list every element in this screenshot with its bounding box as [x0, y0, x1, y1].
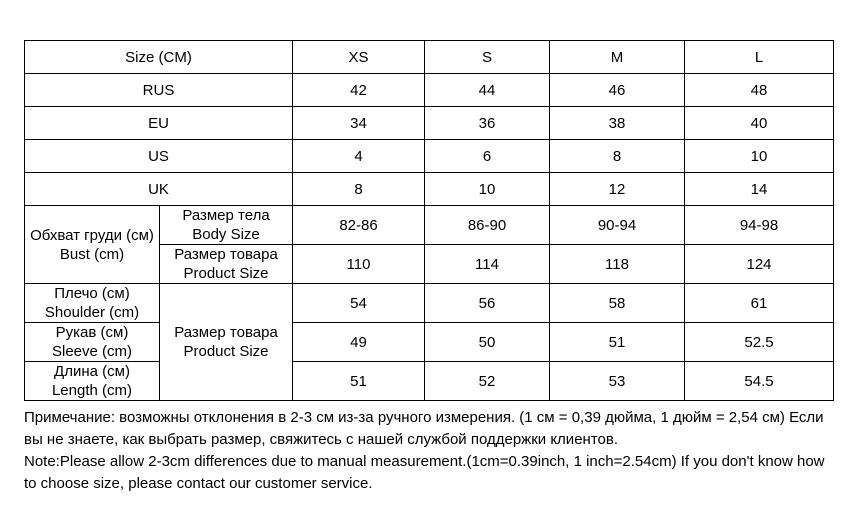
- row-label-length: Длина (см) Length (cm): [24, 361, 160, 401]
- value-cell: 6: [424, 139, 551, 173]
- table-row: EU 34 36 38 40: [23, 106, 835, 140]
- value-cell: 114: [424, 244, 551, 284]
- value-cell: 51: [549, 322, 686, 362]
- value-cell: 8: [292, 172, 426, 206]
- value-cell: 82-86: [292, 205, 426, 245]
- row-label-shoulder: Плечо (см) Shoulder (cm): [24, 283, 160, 323]
- row-label-size: Size (CM): [23, 40, 294, 74]
- size-col-header-m: M: [549, 40, 686, 74]
- table-row: Длина (см) Length (cm) 51 52 53 54.5: [24, 361, 835, 401]
- sub-label-body-size: Размер тела Body Size: [158, 205, 294, 245]
- value-cell: 14: [684, 172, 835, 206]
- value-cell: 94-98: [684, 205, 835, 245]
- value-cell: 46: [549, 73, 686, 107]
- value-cell: 8: [549, 139, 686, 173]
- size-col-header-l: L: [684, 40, 835, 74]
- table-row: Плечо (см) Shoulder (cm) Размер товара P…: [24, 283, 835, 401]
- row-label-shoulder-ru: Плечо (см): [54, 285, 130, 302]
- value-cell: 118: [549, 244, 686, 284]
- size-col-header-s: S: [424, 40, 551, 74]
- value-cell: 10: [424, 172, 551, 206]
- row-label-sleeve: Рукав (см) Sleeve (cm): [24, 322, 160, 362]
- value-cell: 49: [292, 322, 426, 362]
- value-cell: 40: [684, 106, 835, 140]
- value-cell: 56: [424, 283, 551, 323]
- value-cell: 51: [292, 361, 426, 401]
- sub-label-body-size-ru: Размер тела: [182, 207, 270, 224]
- sub-label-body-size-en: Body Size: [192, 226, 260, 243]
- group-label-product-size-en: Product Size: [183, 343, 269, 360]
- value-cell: 42: [292, 73, 426, 107]
- value-cell: 86-90: [424, 205, 551, 245]
- note-en: Note:Please allow 2-3cm differences due …: [24, 453, 825, 492]
- row-label-bust: Обхват груди (см) Bust (cm): [24, 205, 160, 284]
- row-label-sleeve-ru: Рукав (см): [55, 324, 129, 341]
- value-cell: 54.5: [684, 361, 835, 401]
- sub-label-product-size-en: Product Size: [183, 265, 269, 282]
- row-label-bust-ru: Обхват груди (см): [30, 226, 154, 244]
- table-row: RUS 42 44 46 48: [23, 73, 835, 107]
- value-cell: 12: [549, 172, 686, 206]
- size-col-header-xs: XS: [292, 40, 426, 74]
- note-ru: Примечание: возможны отклонения в 2-3 см…: [24, 409, 824, 448]
- row-label-rus: RUS: [23, 73, 294, 107]
- value-cell: 4: [292, 139, 426, 173]
- value-cell: 58: [549, 283, 686, 323]
- value-cell: 54: [292, 283, 426, 323]
- value-cell: 52.5: [684, 322, 835, 362]
- value-cell: 61: [684, 283, 835, 323]
- size-chart-table: Size (CM) XS S M L RUS 42 44 46 48 EU 34…: [23, 40, 835, 401]
- table-row: Рукав (см) Sleeve (cm) 49 50 51 52.5: [24, 322, 835, 362]
- row-label-eu: EU: [23, 106, 294, 140]
- value-cell: 36: [424, 106, 551, 140]
- value-cell: 44: [424, 73, 551, 107]
- value-cell: 124: [684, 244, 835, 284]
- value-cell: 48: [684, 73, 835, 107]
- group-label-product-size-ru: Размер товара: [174, 324, 278, 341]
- row-label-length-ru: Длина (см): [54, 363, 130, 380]
- row-label-bust-en: Bust (cm): [59, 245, 125, 263]
- value-cell: 10: [684, 139, 835, 173]
- value-cell: 52: [424, 361, 551, 401]
- sub-label-product-size: Размер товара Product Size: [158, 244, 294, 284]
- table-row: Size (CM) XS S M L: [23, 40, 835, 74]
- value-cell: 53: [549, 361, 686, 401]
- row-label-length-en: Length (cm): [51, 382, 133, 399]
- measurement-note: Примечание: возможны отклонения в 2-3 см…: [24, 407, 836, 495]
- value-cell: 110: [292, 244, 426, 284]
- table-row: Обхват груди (см) Bust (cm) Размер тела …: [24, 205, 835, 284]
- group-label-product-size: Размер товара Product Size: [158, 283, 294, 401]
- table-row: UK 8 10 12 14: [23, 172, 835, 206]
- row-label-sleeve-en: Sleeve (cm): [51, 343, 133, 360]
- row-label-us: US: [23, 139, 294, 173]
- value-cell: 90-94: [549, 205, 686, 245]
- sub-label-product-size-ru: Размер товара: [174, 246, 278, 263]
- size-chart-page: Size (CM) XS S M L RUS 42 44 46 48 EU 34…: [23, 40, 836, 495]
- value-cell: 50: [424, 322, 551, 362]
- value-cell: 34: [292, 106, 426, 140]
- row-label-uk: UK: [23, 172, 294, 206]
- value-cell: 38: [549, 106, 686, 140]
- row-label-shoulder-en: Shoulder (cm): [44, 304, 140, 321]
- table-row: US 4 6 8 10: [23, 139, 835, 173]
- table-row: Размер товара Product Size 110 114 118 1…: [25, 244, 835, 284]
